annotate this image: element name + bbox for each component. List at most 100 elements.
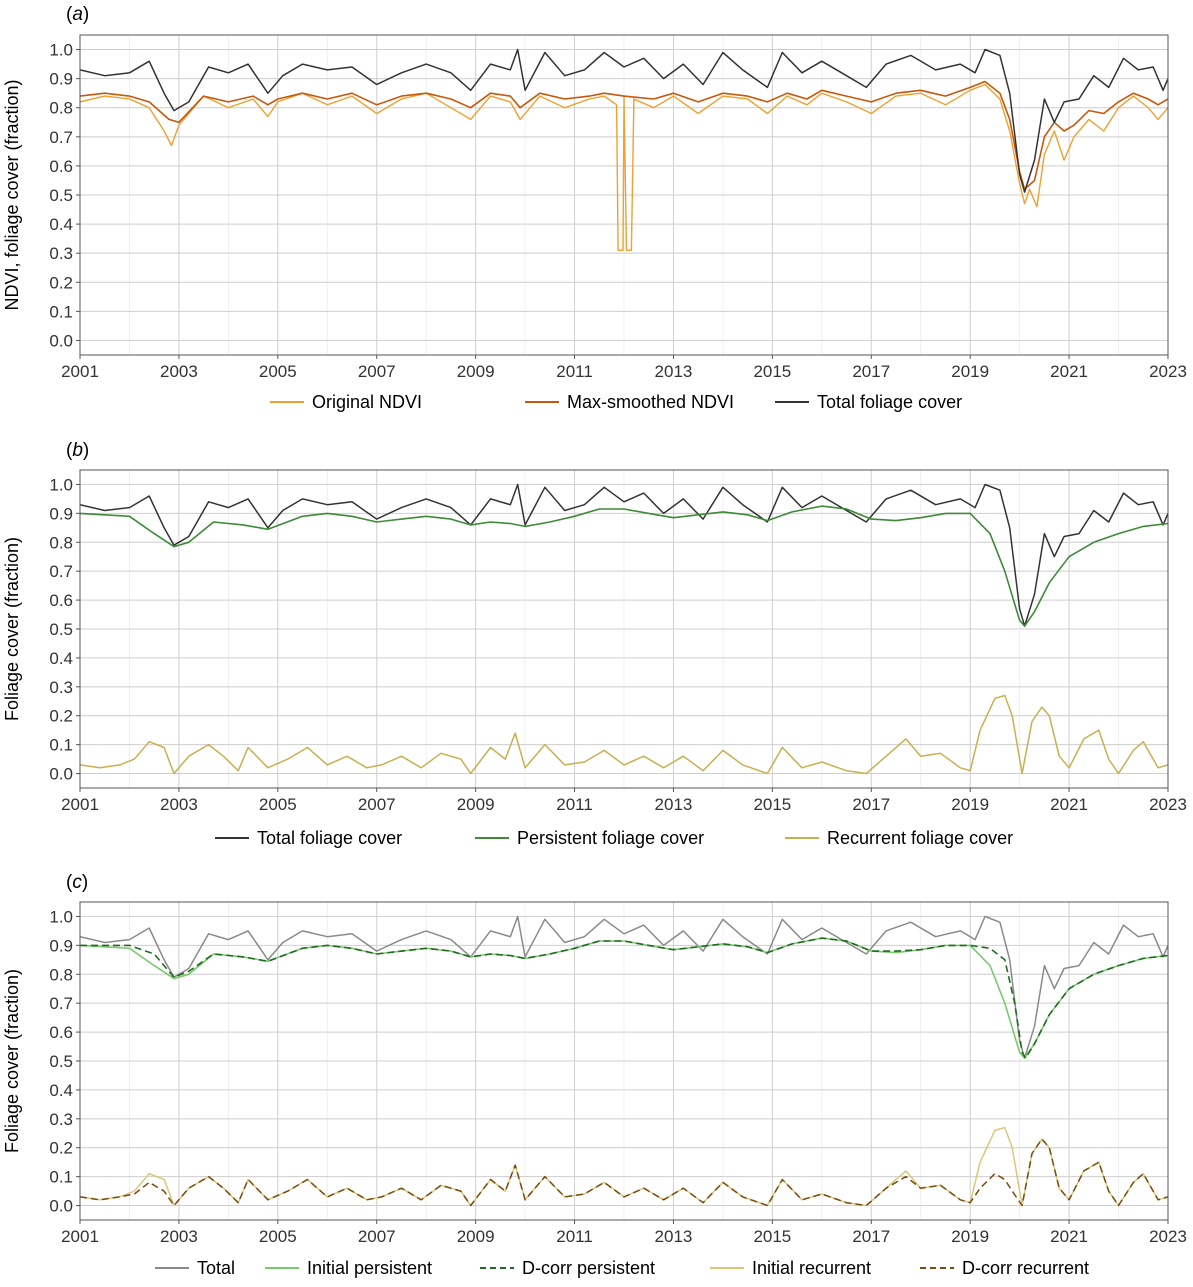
y-tick-label: 1.0 <box>49 41 73 60</box>
x-tick-label: 2015 <box>753 1227 791 1246</box>
y-tick-label: 0.9 <box>49 504 73 523</box>
legend-label: Initial persistent <box>307 1258 432 1278</box>
x-tick-label: 2009 <box>457 795 495 814</box>
legend-item: Initial persistent <box>265 1258 432 1278</box>
x-tick-label: 2005 <box>259 362 297 381</box>
x-tick-label: 2019 <box>951 795 989 814</box>
x-tick-label: 2003 <box>160 795 198 814</box>
series-line-total-foliage-cover <box>80 48 1168 193</box>
panel-label: (c) <box>66 872 88 893</box>
legend-item: Total foliage cover <box>215 828 402 848</box>
legend-item: Original NDVI <box>270 392 422 412</box>
y-tick-label: 0.4 <box>49 215 73 234</box>
y-tick-label: 0.4 <box>49 649 73 668</box>
y-tick-label: 0.6 <box>49 591 73 610</box>
x-tick-label: 2023 <box>1149 795 1187 814</box>
y-tick-label: 0.1 <box>49 302 73 321</box>
x-tick-label: 2017 <box>852 1227 890 1246</box>
y-tick-label: 0.2 <box>49 273 73 292</box>
x-tick-label: 2001 <box>61 362 99 381</box>
y-axis-title: NDVI, foliage cover (fraction) <box>2 79 22 310</box>
x-tick-label: 2011 <box>556 362 593 381</box>
legend-label: Original NDVI <box>312 392 422 412</box>
x-tick-label: 2005 <box>259 795 297 814</box>
legend-label: Initial recurrent <box>752 1258 871 1278</box>
x-tick-label: 2021 <box>1050 795 1088 814</box>
gridlines <box>79 902 1169 1220</box>
series-line-d-corr-recurrent <box>80 1138 1168 1207</box>
legend-item: Max-smoothed NDVI <box>525 392 734 412</box>
x-tick-label: 2015 <box>753 362 791 381</box>
legend-item: Initial recurrent <box>710 1258 871 1278</box>
x-tick-label: 2021 <box>1050 1227 1088 1246</box>
legend-label: Total foliage cover <box>257 828 402 848</box>
legend: Total foliage cover Persistent foliage co… <box>215 828 1013 848</box>
y-tick-label: 0.7 <box>49 562 73 581</box>
panel-a: (a) 0.0 0.1 0.2 0.3 0.4 0.5 0.6 0.7 0.8 0.9 1.0 2001… <box>2 4 1187 412</box>
x-tick-label: 2009 <box>457 362 495 381</box>
x-tick-label: 2007 <box>358 362 396 381</box>
panel-b: (b) 0.0 0.1 0.2 0.3 0.4 0.5 0.6 0.7 0.8 0.9 1.0 2001… <box>2 440 1187 848</box>
legend-item: Total foliage cover <box>775 392 962 412</box>
y-tick-label: 0.5 <box>49 1052 73 1071</box>
x-tick-label: 2021 <box>1050 362 1088 381</box>
x-tick-label: 2007 <box>358 795 396 814</box>
y-tick-label: 0.2 <box>49 707 73 726</box>
x-tick-label: 2003 <box>160 362 198 381</box>
y-tick-label: 0.4 <box>49 1081 73 1100</box>
legend-label: Recurrent foliage cover <box>827 828 1013 848</box>
y-axis-title: Foliage cover (fraction) <box>2 969 22 1153</box>
series-line-max-smoothed-ndvi <box>80 80 1168 190</box>
series-line-original-ndvi <box>80 83 1168 251</box>
series-line-total-foliage-cover <box>80 483 1168 627</box>
panel-c: (c) 0.0 0.1 0.2 0.3 0.4 0.5 0.6 0.7 0.8 0.9 1.0 2001… <box>2 872 1187 1278</box>
series-line-total <box>80 915 1168 1059</box>
series-line-persistent-foliage-cover <box>80 505 1168 627</box>
plot-frame <box>79 34 1169 356</box>
x-tick-label: 2013 <box>655 795 693 814</box>
x-tick-label: 2013 <box>655 362 693 381</box>
x-tick-label: 2007 <box>358 1227 396 1246</box>
y-tick-label: 1.0 <box>49 907 73 926</box>
x-tick-label: 2023 <box>1149 362 1187 381</box>
legend: Original NDVI Max-smoothed NDVI Total foli… <box>270 392 962 412</box>
series-lines <box>80 483 1168 775</box>
x-tick-label: 2015 <box>753 795 791 814</box>
legend-label: Total <box>197 1258 235 1278</box>
y-axis-title: Foliage cover (fraction) <box>2 537 22 721</box>
x-tick-label: 2009 <box>457 1227 495 1246</box>
x-tick-label: 2005 <box>259 1227 297 1246</box>
legend-item: Recurrent foliage cover <box>785 828 1013 848</box>
y-tick-label: 0.1 <box>49 736 73 755</box>
x-tick-label: 2017 <box>852 362 890 381</box>
legend-label: D-corr persistent <box>522 1258 655 1278</box>
x-tick-label: 2019 <box>951 1227 989 1246</box>
x-tick-label: 2011 <box>556 1227 593 1246</box>
series-line-d-corr-persistent <box>80 937 1168 1059</box>
y-tick-label: 0.0 <box>49 1197 73 1216</box>
y-tick-label: 0.7 <box>49 994 73 1013</box>
panel-label: (a) <box>66 4 89 25</box>
series-lines <box>80 915 1168 1207</box>
legend-label: Max-smoothed NDVI <box>567 392 734 412</box>
y-tick-label: 0.0 <box>49 765 73 784</box>
plot-frame <box>79 901 1169 1221</box>
y-tick-label: 0.0 <box>49 331 73 350</box>
y-tick-label: 0.3 <box>49 244 73 263</box>
series-lines <box>80 48 1168 251</box>
x-tick-label: 2011 <box>556 795 593 814</box>
y-tick-label: 0.2 <box>49 1139 73 1158</box>
y-tick-label: 0.9 <box>49 936 73 955</box>
y-tick-label: 0.5 <box>49 620 73 639</box>
x-tick-label: 2023 <box>1149 1227 1187 1246</box>
legend: Total Initial persistent D-corr persistent… <box>155 1258 1089 1278</box>
y-tick-label: 0.5 <box>49 186 73 205</box>
y-tick-label: 0.9 <box>49 70 73 89</box>
y-tick-label: 0.8 <box>49 99 73 118</box>
y-tick-label: 0.6 <box>49 1023 73 1042</box>
x-tick-label: 2017 <box>852 795 890 814</box>
y-tick-label: 0.7 <box>49 128 73 147</box>
legend-item: D-corr recurrent <box>920 1258 1089 1278</box>
panel-label: (b) <box>66 440 89 461</box>
